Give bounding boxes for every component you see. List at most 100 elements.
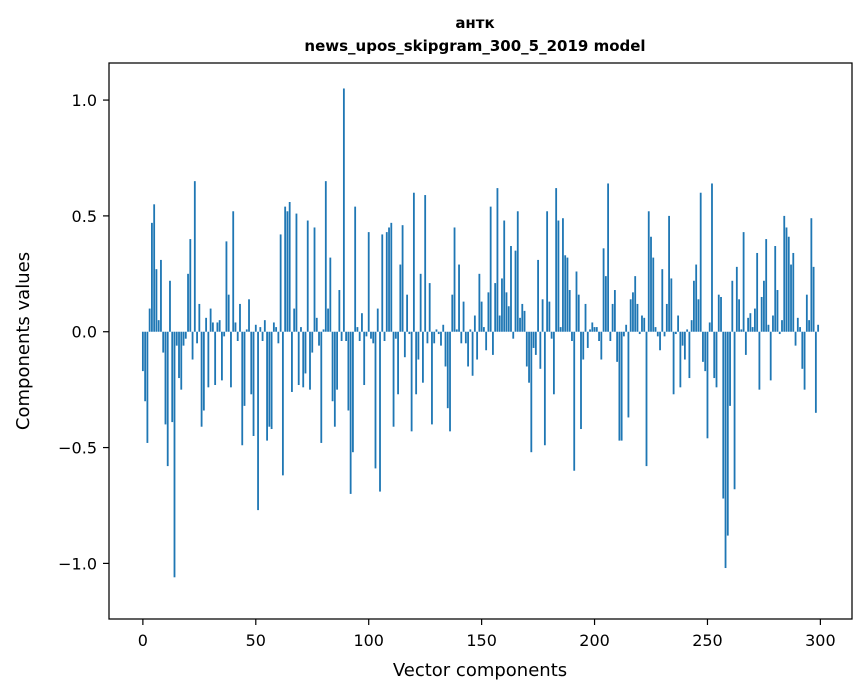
bar	[243, 331, 246, 406]
bar	[562, 218, 564, 332]
bar	[453, 227, 456, 332]
y-axis-label: Components values	[13, 252, 34, 430]
bar	[668, 215, 670, 332]
bar	[550, 331, 553, 339]
bar	[803, 331, 806, 390]
bar	[419, 273, 422, 332]
bar	[645, 331, 648, 467]
bar	[767, 324, 770, 332]
bar	[327, 308, 329, 332]
bar	[392, 331, 395, 427]
bar	[324, 181, 327, 332]
bar	[731, 280, 734, 332]
bar	[286, 211, 289, 332]
bar	[309, 331, 311, 390]
bar	[534, 331, 537, 355]
bar	[205, 317, 208, 332]
bar	[799, 327, 801, 332]
bar	[507, 306, 510, 332]
bar	[390, 222, 393, 332]
bar	[218, 320, 221, 332]
bar	[189, 239, 192, 332]
bar	[175, 331, 178, 346]
bar	[785, 227, 788, 332]
bar	[677, 315, 680, 332]
bar	[663, 331, 666, 337]
bar	[738, 299, 740, 332]
chart-subtitle: news_upos_skipgram_300_5_2019 model	[304, 37, 645, 55]
bar	[370, 331, 372, 339]
bar	[679, 331, 682, 388]
bar	[428, 283, 431, 332]
bar	[611, 303, 614, 332]
bar	[501, 278, 503, 332]
y-tick-label: 1.0	[72, 91, 97, 110]
bar	[162, 331, 165, 353]
bar	[537, 259, 539, 332]
bar	[354, 206, 357, 332]
bar	[724, 331, 727, 569]
bar	[182, 331, 185, 346]
bar	[300, 327, 302, 332]
bar	[356, 327, 359, 332]
bar	[464, 331, 467, 344]
bar	[616, 331, 619, 362]
bar	[270, 331, 273, 430]
bar	[261, 331, 264, 341]
bar	[426, 331, 429, 344]
bar	[379, 331, 381, 492]
bar	[485, 331, 488, 351]
bar	[681, 331, 684, 346]
bar	[715, 331, 718, 388]
bar	[311, 331, 314, 353]
bar	[318, 331, 320, 346]
bar	[239, 303, 241, 332]
bar	[295, 213, 298, 332]
bar	[412, 192, 415, 332]
bar	[331, 331, 334, 402]
bar	[641, 315, 643, 332]
bar	[733, 331, 736, 490]
bar	[720, 296, 722, 332]
bar	[539, 331, 542, 369]
bar	[223, 331, 226, 337]
bar	[151, 222, 153, 332]
bar	[702, 331, 704, 362]
bar	[582, 331, 585, 360]
bar	[254, 324, 257, 332]
bar	[478, 273, 481, 332]
bar	[686, 329, 689, 332]
bar	[735, 266, 738, 332]
bar	[740, 329, 743, 332]
bar	[401, 225, 404, 332]
bar	[753, 308, 756, 332]
bar	[634, 276, 637, 332]
bar	[399, 264, 402, 332]
bar	[688, 331, 691, 379]
bar	[263, 320, 266, 332]
bar	[202, 331, 205, 411]
bar	[234, 322, 237, 332]
bar	[417, 331, 420, 360]
bar	[169, 280, 171, 332]
bar	[801, 331, 804, 369]
bar	[580, 331, 582, 430]
bar	[711, 183, 713, 332]
bar	[575, 271, 578, 332]
bar	[352, 331, 354, 453]
bar	[266, 331, 268, 441]
bar	[600, 331, 603, 360]
bar	[250, 331, 253, 395]
bar	[586, 331, 589, 348]
bar	[230, 331, 232, 388]
bar	[794, 331, 797, 346]
bar	[656, 331, 659, 337]
bar	[376, 308, 379, 332]
bar	[277, 331, 280, 344]
bar	[778, 331, 781, 335]
bar	[469, 329, 472, 332]
bar	[207, 331, 210, 388]
bar	[279, 234, 282, 332]
bar	[446, 331, 449, 409]
